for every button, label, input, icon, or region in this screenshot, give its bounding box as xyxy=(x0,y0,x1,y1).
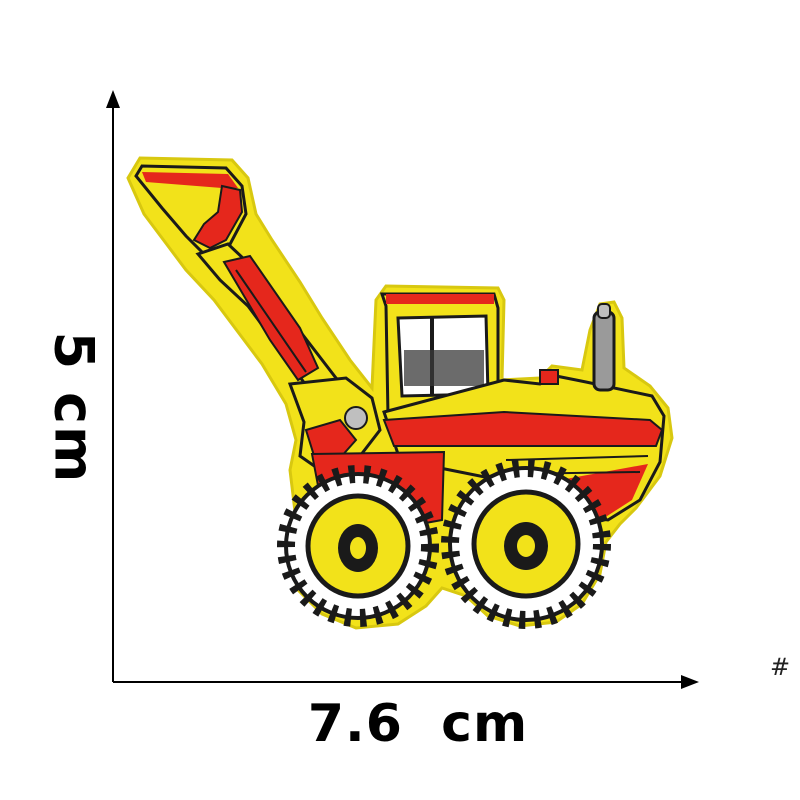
excavator-patch xyxy=(126,156,674,630)
cab-roof-stripe xyxy=(386,294,494,304)
cylinder-rod xyxy=(235,269,307,373)
bucket-red-tip xyxy=(192,184,244,250)
exhaust-pipe xyxy=(592,310,616,392)
corner-hash-mark: # xyxy=(770,653,791,681)
width-measurement-label: 7.6 cm xyxy=(307,694,529,754)
dimension-axes xyxy=(106,90,699,689)
vertical-arrowhead xyxy=(106,90,120,108)
horizontal-arrowhead xyxy=(681,675,699,689)
arm-pivot xyxy=(344,406,368,430)
engine-cap xyxy=(539,369,559,385)
height-measurement-label: 5 cm xyxy=(42,331,106,485)
front-wheel xyxy=(441,459,611,629)
bucket-red-stripe xyxy=(142,172,238,188)
window-interior xyxy=(404,350,484,386)
rear-wheel xyxy=(277,465,439,627)
exhaust-top xyxy=(597,303,611,319)
engine-red-stripe xyxy=(382,410,664,447)
